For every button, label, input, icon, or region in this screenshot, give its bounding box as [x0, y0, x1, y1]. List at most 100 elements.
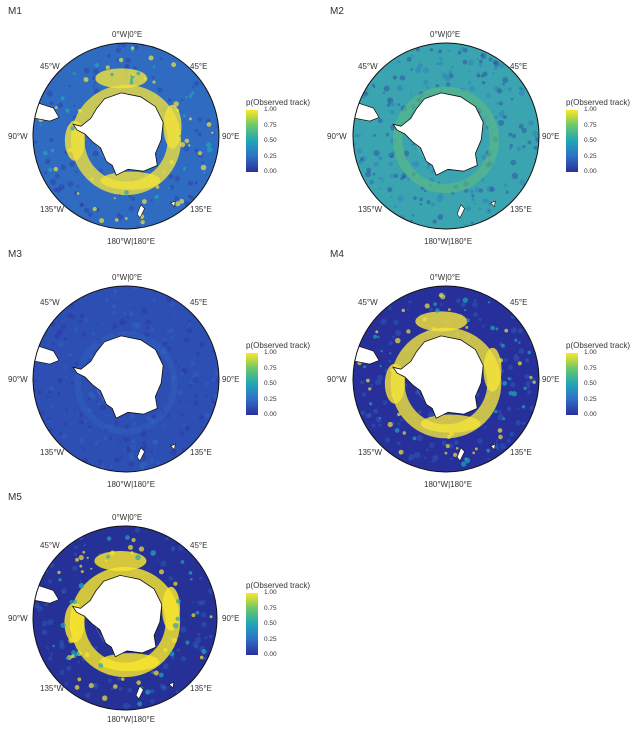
speckle	[138, 464, 145, 471]
speckle	[426, 200, 431, 205]
speckle	[385, 362, 391, 368]
speckle	[487, 457, 490, 460]
speckle	[68, 353, 73, 357]
speckle	[183, 146, 190, 152]
speckle	[48, 427, 53, 432]
speckle	[74, 685, 80, 690]
speckle	[76, 682, 80, 686]
speckle	[509, 382, 516, 388]
speckle	[81, 59, 88, 66]
speckle	[529, 375, 533, 379]
speckle	[91, 696, 97, 702]
speckle	[360, 410, 366, 416]
speckle	[446, 434, 452, 440]
speckle	[422, 67, 429, 74]
speckle	[432, 455, 439, 462]
speckle	[152, 299, 157, 303]
speckle	[182, 137, 186, 140]
speckle	[47, 134, 51, 137]
speckle	[483, 425, 487, 429]
speckle	[46, 395, 50, 399]
speckle	[34, 379, 38, 383]
speckle	[105, 297, 109, 302]
speckle	[184, 425, 191, 432]
speckle	[199, 655, 204, 660]
speckle	[194, 128, 199, 133]
speckle	[428, 301, 432, 305]
speckle	[174, 560, 178, 564]
speckle	[399, 176, 404, 181]
speckle	[59, 643, 65, 650]
colorbar-tick-label: 0.25	[264, 395, 277, 403]
speckle	[396, 441, 401, 446]
speckle	[189, 629, 193, 634]
speckle	[503, 183, 508, 188]
speckle	[131, 461, 134, 464]
speckle	[355, 133, 359, 138]
speckle	[111, 304, 117, 309]
speckle	[66, 665, 72, 672]
speckle	[50, 652, 53, 656]
speckle	[433, 302, 437, 306]
colorbar	[566, 110, 578, 172]
speckle	[169, 651, 175, 657]
speckle	[406, 329, 411, 334]
speckle	[179, 184, 183, 188]
speckle	[189, 662, 195, 668]
speckle	[379, 187, 382, 190]
speckle	[189, 381, 194, 386]
speckle	[58, 640, 65, 646]
speckle	[438, 193, 444, 198]
speckle	[74, 632, 78, 636]
speckle	[171, 62, 177, 68]
speckle	[192, 111, 196, 115]
speckle	[171, 335, 175, 339]
speckle	[508, 391, 513, 396]
speckle	[95, 197, 102, 204]
speckle	[403, 150, 410, 157]
speckle	[517, 328, 523, 334]
speckle	[88, 682, 94, 689]
coord-bottom: 180°W|180°E	[107, 480, 156, 489]
speckle	[204, 636, 208, 640]
speckle	[165, 93, 173, 101]
speckle	[188, 319, 191, 322]
speckle	[159, 57, 163, 60]
speckle	[480, 53, 487, 60]
speckle	[431, 460, 434, 463]
speckle	[495, 327, 499, 331]
speckle	[482, 324, 485, 328]
coord-sw: 135°W	[358, 205, 383, 214]
speckle	[128, 460, 134, 467]
speckle	[57, 379, 63, 384]
speckle	[156, 558, 159, 562]
speckle	[57, 570, 61, 575]
speckle	[102, 695, 108, 701]
speckle	[387, 98, 392, 103]
speckle	[173, 581, 178, 586]
speckle	[372, 399, 377, 404]
panel-m4: M4 0°W|0°E 45°W 45°E 90°W 90°E 135°W 135…	[322, 243, 640, 489]
speckle	[151, 670, 155, 674]
coord-w: 90°W	[327, 375, 347, 384]
speckle	[210, 397, 217, 404]
speckle	[497, 88, 503, 94]
speckle	[495, 446, 498, 449]
new-zealand-landmass	[456, 447, 465, 462]
coord-se: 135°E	[190, 448, 212, 457]
antarctica-landmass	[71, 574, 163, 658]
speckle	[363, 365, 367, 369]
speckle	[94, 310, 97, 313]
speckle	[132, 306, 135, 310]
speckle	[505, 367, 512, 374]
speckle	[373, 408, 379, 414]
speckle	[402, 431, 406, 435]
antarctica-landmass	[72, 335, 164, 419]
speckle	[396, 84, 403, 91]
speckle	[83, 543, 87, 547]
speckle	[110, 220, 117, 227]
speckle	[99, 218, 105, 224]
speckle	[99, 404, 107, 411]
speckle	[73, 104, 76, 107]
